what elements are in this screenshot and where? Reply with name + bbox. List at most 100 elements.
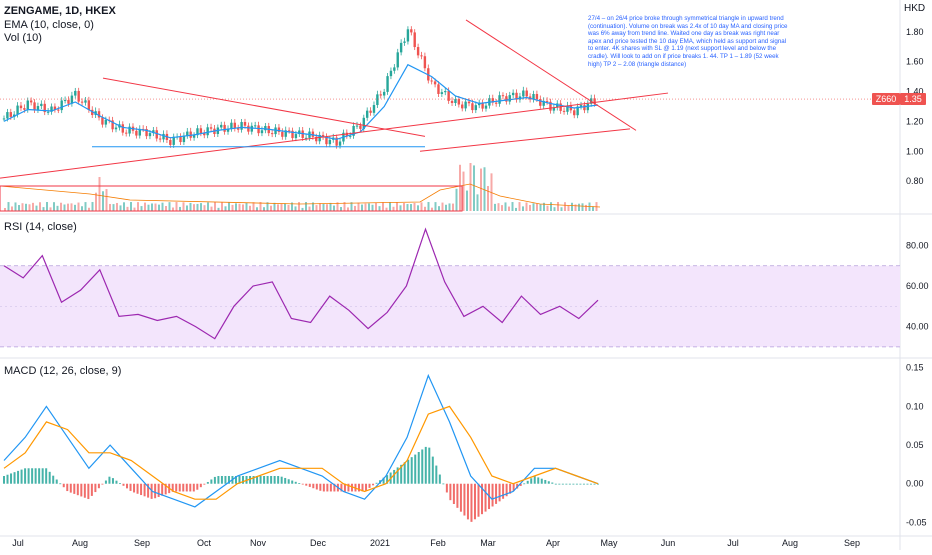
volume-bar xyxy=(39,202,41,211)
candle-body xyxy=(396,52,399,68)
price-tag: Z660 xyxy=(872,93,900,106)
candle-body xyxy=(393,67,396,71)
macd-histogram-bar xyxy=(263,476,266,484)
time-tick-label: May xyxy=(600,538,618,548)
macd-histogram-bar xyxy=(537,477,540,484)
volume-bar xyxy=(455,188,458,211)
time-tick-label: Jun xyxy=(661,538,676,548)
volume-bar xyxy=(221,202,223,211)
volume-bar xyxy=(378,206,381,211)
candle-body xyxy=(155,130,158,139)
volume-bar xyxy=(186,205,188,211)
candle-body xyxy=(583,105,586,111)
volume-bar xyxy=(196,203,199,211)
macd-histogram-bar xyxy=(463,483,466,516)
candle-body xyxy=(230,122,233,129)
volume-bar xyxy=(74,204,76,211)
candle-body xyxy=(586,103,590,111)
macd-histogram-bar xyxy=(143,483,146,497)
macd-histogram-bar xyxy=(410,457,413,484)
volume-bar xyxy=(77,202,80,211)
candle-body xyxy=(545,100,549,102)
volume-bar xyxy=(259,202,262,211)
macd-histogram-bar xyxy=(368,483,371,488)
macd-histogram-bar xyxy=(122,483,125,486)
volume-bar xyxy=(571,202,573,211)
volume-bar xyxy=(529,204,531,211)
macd-histogram-bar xyxy=(343,483,346,492)
candle-body xyxy=(535,93,539,100)
symbol-title: ZENGAME, 1D, HKEX xyxy=(4,5,116,17)
candle-body xyxy=(501,95,505,97)
macd-histogram-bar xyxy=(357,483,360,492)
volume-bar xyxy=(560,207,563,211)
candle-body xyxy=(233,122,237,129)
macd-histogram-bar xyxy=(45,468,48,484)
macd-histogram-bar xyxy=(361,483,364,492)
volume-bar xyxy=(396,202,398,211)
macd-histogram-bar xyxy=(365,483,368,491)
candle-body xyxy=(494,102,498,104)
volume-bar xyxy=(592,206,594,211)
macd-histogram-bar xyxy=(284,477,287,484)
macd-histogram-bar xyxy=(234,476,237,484)
macd-histogram-bar xyxy=(69,483,72,493)
volume-bar xyxy=(158,204,160,211)
macd-histogram-bar xyxy=(516,483,519,489)
volume-bar xyxy=(515,207,517,211)
ema-legend: EMA (10, close, 0) xyxy=(4,19,94,31)
macd-histogram-bar xyxy=(27,468,30,484)
macd-histogram-bar xyxy=(182,483,185,492)
rsi-tick-label: 80.00 xyxy=(906,240,929,250)
candle-body xyxy=(36,106,40,111)
macd-histogram-bar xyxy=(111,478,114,484)
macd-histogram-bar xyxy=(213,476,216,484)
candle-body xyxy=(67,100,70,104)
candle-body xyxy=(511,92,515,96)
volume-bar xyxy=(459,164,461,211)
macd-histogram-bar xyxy=(326,483,329,492)
macd-histogram-bar xyxy=(277,476,280,484)
volume-bar xyxy=(315,205,318,211)
macd-histogram-bar xyxy=(126,483,129,489)
macd-histogram-bar xyxy=(512,483,515,492)
macd-histogram-bar xyxy=(322,483,325,492)
time-tick-label: Dec xyxy=(310,538,327,548)
macd-tick-label: -0.05 xyxy=(906,517,927,527)
macd-histogram-bar xyxy=(466,483,469,520)
volume-bar xyxy=(448,203,451,211)
time-tick-label: Aug xyxy=(72,538,88,548)
volume-bar xyxy=(574,204,577,211)
macd-histogram-bar xyxy=(449,483,452,501)
macd-histogram-bar xyxy=(505,483,508,497)
candle-body xyxy=(505,96,508,102)
macd-histogram-bar xyxy=(90,483,93,496)
time-tick-label: Nov xyxy=(250,538,267,548)
candle-body xyxy=(566,105,569,112)
volume-bar xyxy=(511,202,514,211)
macd-histogram-bar xyxy=(435,465,438,484)
macd-histogram-bar xyxy=(178,483,181,492)
rsi-tick-label: 40.00 xyxy=(906,322,929,332)
macd-histogram-bar xyxy=(10,473,13,484)
volume-bar xyxy=(364,203,367,211)
candle-body xyxy=(223,124,226,132)
macd-histogram-bar xyxy=(589,483,592,485)
macd-histogram-bar xyxy=(305,483,308,486)
candle-body xyxy=(60,100,63,111)
candle-body xyxy=(257,125,260,134)
volume-bar xyxy=(441,202,444,211)
candle-body xyxy=(437,84,440,94)
upper-triangle-line xyxy=(465,19,637,131)
candle-body xyxy=(556,103,559,108)
candle-body xyxy=(359,125,362,129)
volume-bar xyxy=(305,202,307,211)
macd-histogram-bar xyxy=(48,471,51,484)
volume-bar xyxy=(385,207,388,211)
candle-body xyxy=(152,130,155,134)
macd-histogram-bar xyxy=(452,483,455,505)
macd-histogram-bar xyxy=(34,468,37,484)
macd-histogram-bar xyxy=(498,483,501,502)
